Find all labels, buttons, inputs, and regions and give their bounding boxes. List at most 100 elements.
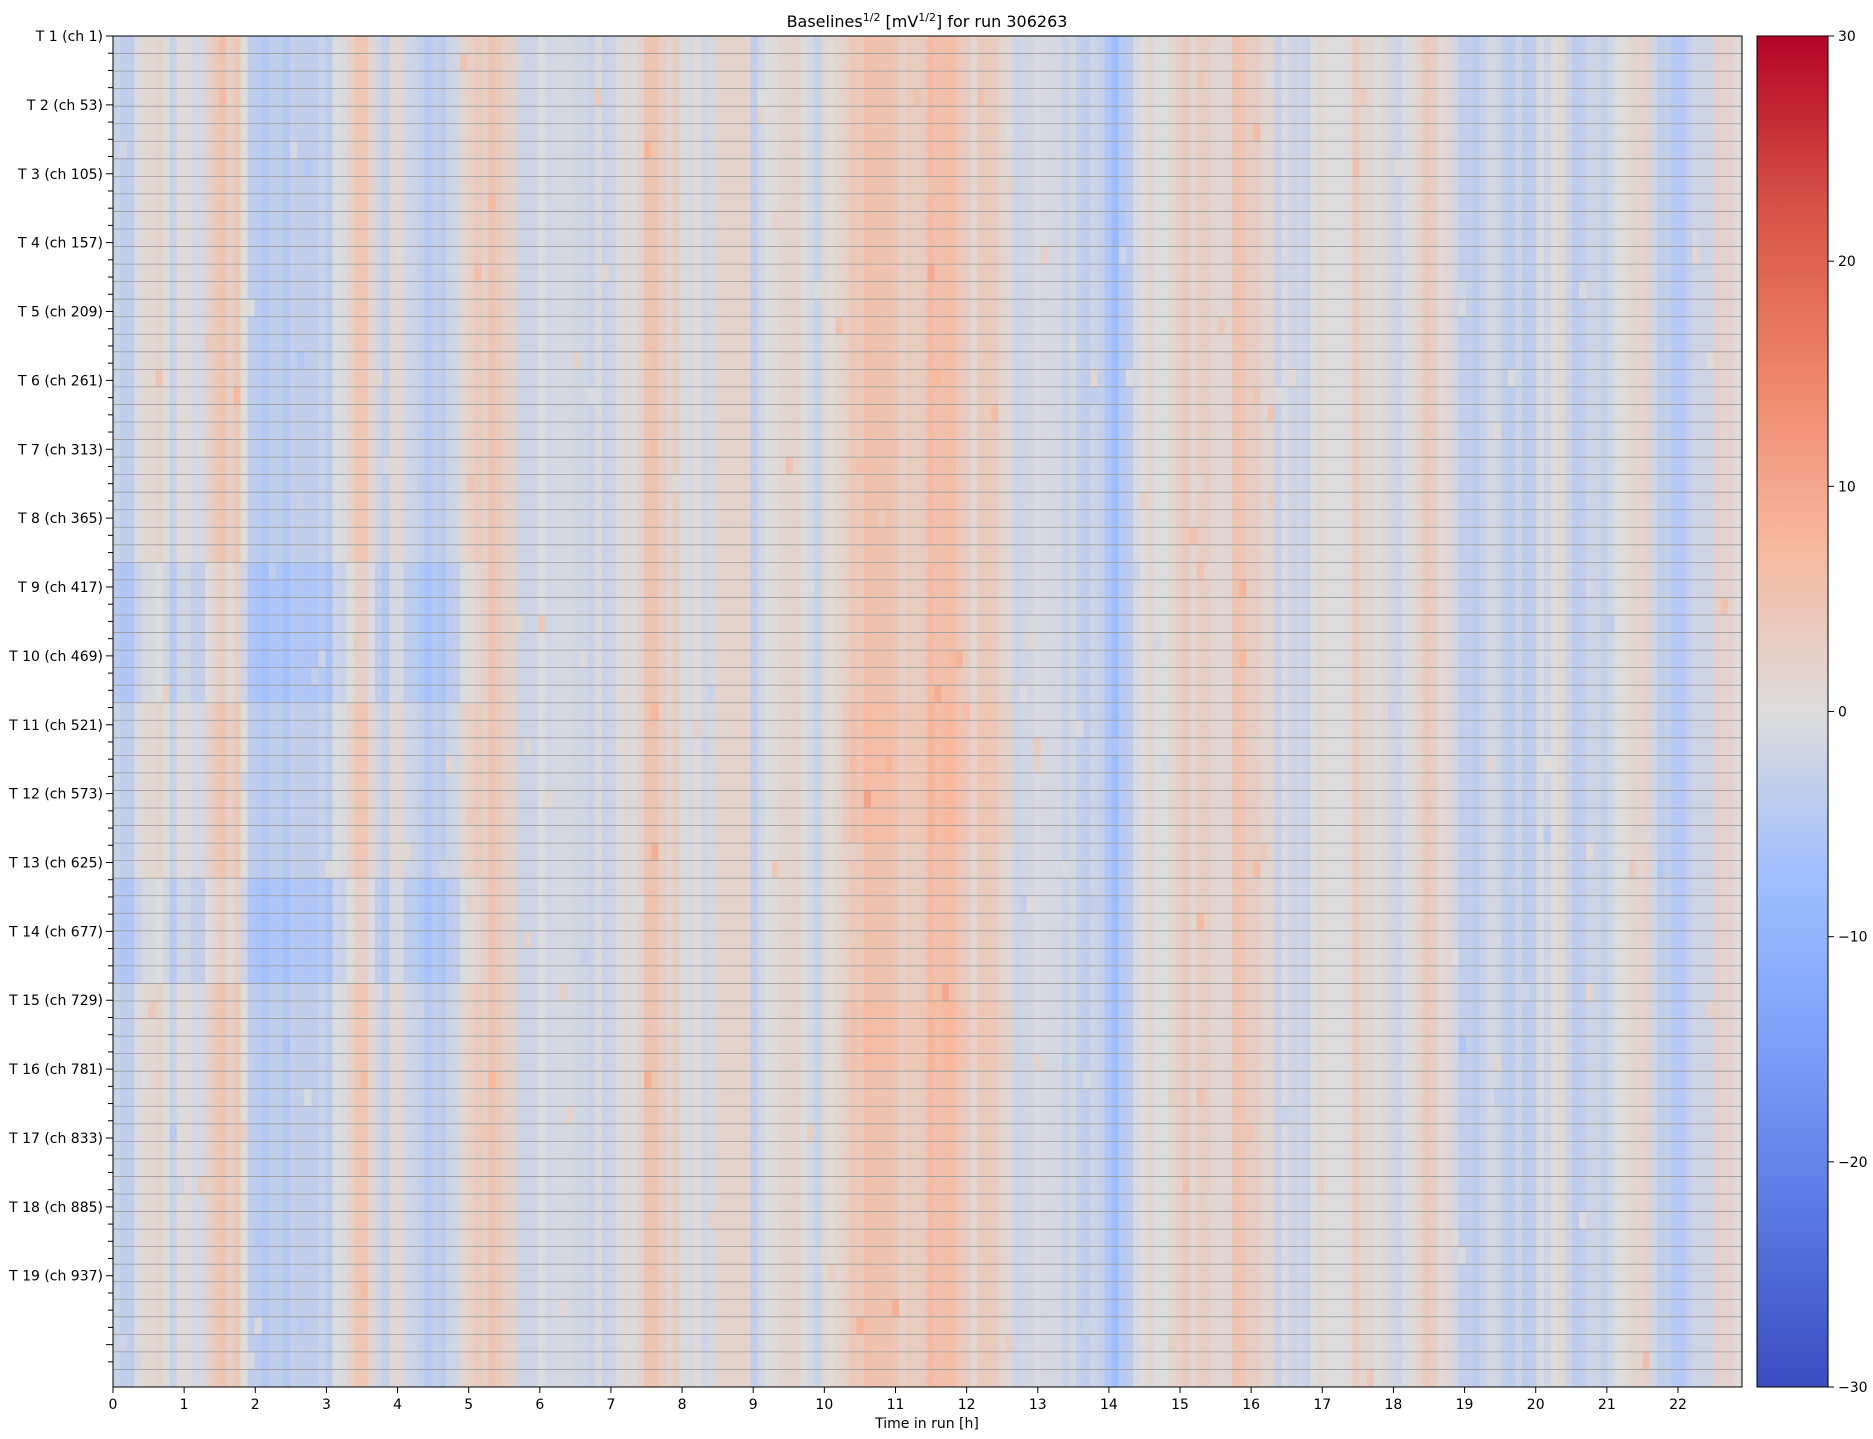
heatmap-cell	[1394, 176, 1403, 1388]
heatmap-cell	[467, 895, 475, 914]
heatmap-cell	[488, 1088, 497, 1388]
y-tick-label: T 17 (ch 833)	[8, 1131, 103, 1147]
heatmap-cell	[984, 650, 992, 704]
heatmap-cell	[998, 843, 1007, 1002]
heatmap-cell	[537, 615, 546, 634]
x-tick-label: 16	[1242, 1397, 1260, 1413]
heatmap-cell	[750, 36, 759, 1388]
heatmap-cell	[332, 983, 341, 1388]
heatmap-cell	[807, 1123, 815, 1142]
heatmap-cell	[205, 334, 213, 353]
heatmap-cell	[856, 1316, 865, 1335]
heatmap-cell	[318, 983, 327, 1388]
heatmap-cell	[707, 685, 716, 704]
colorbar: 30 20 10 0 −10 −20 −30	[1756, 29, 1868, 1396]
heatmap-cell	[1111, 737, 1120, 756]
heatmap-cell	[686, 36, 695, 1388]
heatmap-cell	[1083, 1334, 1091, 1388]
heatmap-cell	[1373, 246, 1382, 265]
heatmap-cell	[445, 702, 454, 756]
heatmap-cell	[1458, 299, 1467, 318]
heatmap-cell	[1125, 369, 1134, 388]
heatmap-cell	[821, 36, 829, 1388]
heatmap-cell	[417, 474, 426, 493]
heatmap-cell	[892, 36, 900, 441]
heatmap-cell	[148, 983, 157, 1002]
heatmap-cell	[1508, 878, 1516, 897]
heatmap-cell	[353, 158, 362, 563]
heatmap-cell	[523, 948, 532, 1388]
heatmap-cell	[885, 843, 893, 1002]
heatmap-cell	[601, 158, 610, 177]
heatmap-cell	[1033, 737, 1042, 756]
heatmap-cell	[1706, 1018, 1715, 1388]
y-tick-label: T 4 (ch 157)	[17, 236, 103, 252]
y-axis: T 1 (ch 1) T 2 (ch 53) T 3 (ch 105) T 4 (ch…	[8, 29, 113, 1363]
heatmap-cell	[467, 36, 475, 476]
heatmap-cell	[552, 36, 560, 1388]
heatmap-cell	[700, 1334, 709, 1353]
heatmap-cell	[1635, 36, 1644, 1388]
heatmap-cell	[1288, 1264, 1297, 1283]
heatmap-cell	[445, 983, 454, 1388]
heatmap-cell	[658, 36, 667, 1388]
heatmap-cell	[495, 457, 504, 1072]
colorbar-tick-label: 10	[1838, 479, 1856, 495]
heatmap-cell	[1487, 755, 1495, 774]
heatmap-cell	[367, 983, 376, 1388]
heatmap-cell	[991, 36, 999, 406]
heatmap-cell	[1628, 860, 1637, 879]
heatmap-cell	[155, 369, 164, 388]
heatmap-cell	[1168, 1334, 1176, 1353]
heatmap-cell	[1040, 229, 1049, 248]
heatmap-cell	[1047, 36, 1056, 1388]
heatmap-cell	[1239, 36, 1247, 581]
heatmap-cell	[1338, 36, 1346, 1388]
heatmap-cell	[1288, 36, 1297, 370]
heatmap-cell	[1267, 141, 1276, 160]
heatmap-cell	[1621, 36, 1630, 1388]
heatmap-cell	[495, 1071, 504, 1090]
heatmap-cell	[353, 141, 362, 160]
heatmap-cell	[1579, 281, 1587, 300]
heatmap-cell	[814, 1246, 822, 1265]
heatmap-cell	[1557, 36, 1566, 1388]
heatmap-cell	[715, 36, 723, 1388]
heatmap-cell	[1104, 36, 1113, 1388]
y-tick-label: T 15 (ch 729)	[8, 993, 103, 1009]
heatmap-cell	[1267, 404, 1276, 423]
heatmap-cell	[403, 983, 412, 1388]
heatmap-cell	[382, 474, 390, 563]
heatmap-cell	[608, 36, 617, 1388]
heatmap-cell	[1586, 579, 1594, 599]
heatmap-cell	[268, 36, 277, 581]
heatmap-cell	[1097, 36, 1106, 1388]
heatmap-cell	[176, 1194, 185, 1388]
heatmap-cell	[885, 755, 893, 774]
heatmap-cell	[771, 860, 780, 879]
heatmap-cell	[1487, 772, 1495, 1388]
heatmap-cell	[523, 930, 532, 949]
heatmap-cell	[1657, 36, 1665, 862]
heatmap-cell	[1317, 36, 1325, 1178]
heatmap-cell	[1076, 36, 1084, 721]
heatmap-cell	[1267, 492, 1276, 511]
heatmap-cell	[1508, 369, 1516, 388]
heatmap-cell	[1062, 860, 1070, 879]
heatmap-cell	[984, 843, 992, 1002]
heatmap-cell	[1487, 36, 1495, 756]
heatmap-cell	[955, 457, 964, 476]
heatmap-cell	[580, 650, 589, 669]
heatmap-cell	[141, 983, 150, 1072]
heatmap-cell	[1005, 843, 1014, 1002]
heatmap-cell	[1182, 36, 1191, 1178]
heatmap-cell	[297, 983, 305, 1318]
heatmap-cell	[651, 843, 659, 862]
heatmap-cell	[290, 158, 298, 563]
heatmap-cell	[1118, 229, 1127, 248]
heatmap-cell	[601, 264, 610, 283]
heatmap-cell	[233, 983, 242, 1388]
row-separator-lines	[113, 53, 1742, 1370]
heatmap-cell	[707, 1211, 716, 1230]
heatmap-cell	[1026, 895, 1035, 914]
